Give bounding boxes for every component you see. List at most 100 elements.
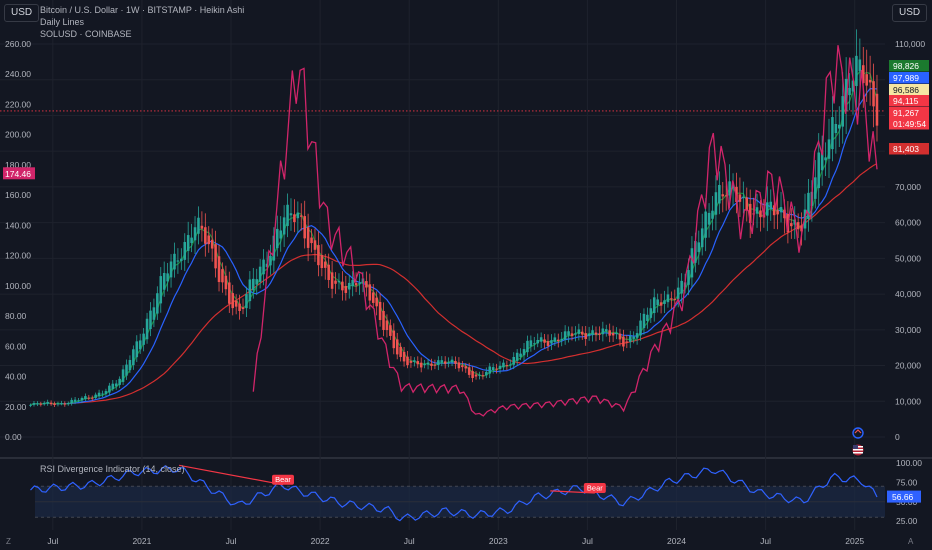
candle-body: [670, 298, 673, 300]
candle-body: [241, 307, 245, 310]
candle-body: [162, 272, 166, 290]
candle: [536, 333, 540, 348]
candle-body: [406, 356, 409, 366]
candle-body: [186, 235, 190, 251]
candle-body: [180, 258, 183, 262]
candle: [539, 332, 543, 349]
sol-value-label: 174.46: [5, 169, 31, 179]
candle-body: [543, 339, 546, 343]
candle-body: [193, 227, 197, 241]
candle-body: [652, 297, 656, 314]
candle-body: [166, 273, 169, 282]
sync-icon[interactable]: [852, 427, 864, 439]
candle: [831, 96, 834, 162]
candle-body: [800, 225, 803, 232]
candle: [214, 230, 217, 278]
candle: [114, 380, 118, 390]
candle-body: [351, 279, 354, 287]
candle: [707, 203, 711, 238]
candle-body: [457, 362, 461, 369]
candle-body: [138, 340, 142, 350]
candle: [87, 394, 91, 401]
candle: [776, 194, 779, 230]
candle-body: [402, 351, 406, 362]
candle-body: [413, 360, 416, 362]
candle: [180, 248, 183, 270]
candle: [279, 216, 282, 252]
x-tick-label: 2025: [845, 536, 864, 546]
currency-button-left[interactable]: USD: [4, 4, 40, 22]
candle-body: [392, 330, 396, 349]
candle-body: [831, 117, 834, 150]
chart-icons[interactable]: [852, 427, 864, 456]
rsi-pane: Bear Bear: [30, 464, 885, 522]
candle-body: [464, 366, 468, 369]
candle: [639, 312, 642, 341]
left-y-tick-label: 80.00: [5, 311, 27, 321]
candle: [587, 326, 591, 341]
candle-body: [646, 314, 649, 321]
candle-body: [382, 311, 385, 330]
candle-body: [252, 278, 255, 291]
candle: [128, 355, 132, 374]
indicator-compare-sol[interactable]: SOLUSD · COINBASE: [40, 29, 132, 39]
candle: [145, 312, 149, 344]
left-y-tick-label: 40.00: [5, 372, 27, 382]
indicator-daily-lines[interactable]: Daily Lines: [40, 17, 85, 27]
candle: [334, 272, 337, 294]
candle: [252, 267, 255, 299]
candle: [443, 356, 447, 369]
price-tag-label: 01:49:54: [893, 119, 926, 129]
candle: [269, 244, 272, 275]
candle: [519, 348, 522, 361]
candle-body: [149, 310, 152, 329]
chart-legend-title[interactable]: Bitcoin / U.S. Dollar · 1W · BITSTAMP · …: [40, 5, 245, 15]
candle: [676, 277, 680, 308]
candle-body: [474, 374, 478, 377]
corner-label-a[interactable]: A: [908, 537, 914, 546]
candle: [296, 201, 300, 233]
candle-body: [738, 194, 742, 202]
rsi-line: [30, 465, 878, 522]
x-tick-label: Jul: [582, 536, 593, 546]
candle: [193, 216, 197, 255]
candle: [509, 359, 512, 370]
candle: [303, 200, 306, 249]
candle-body: [306, 227, 310, 248]
candle-body: [156, 293, 159, 314]
candle: [574, 326, 577, 342]
candle: [807, 178, 810, 232]
right-y-tick-label: 110,000: [895, 39, 925, 49]
rsi-indicator-title[interactable]: RSI Divergence Indicator (14, close): [40, 464, 185, 474]
us-flag-icon[interactable]: [852, 444, 864, 456]
candle-body: [104, 391, 108, 395]
candle: [337, 273, 341, 290]
candle: [800, 212, 803, 246]
candle-body: [841, 96, 844, 127]
currency-button-right[interactable]: USD: [892, 4, 928, 22]
candle-body: [433, 364, 437, 366]
candle-body: [574, 333, 577, 335]
candle-body: [827, 139, 831, 159]
candle-body: [861, 65, 865, 84]
right-y-tick-label: 40,000: [895, 289, 921, 299]
candle: [848, 73, 851, 111]
candle: [330, 260, 334, 299]
candle-body: [419, 362, 423, 368]
candle: [80, 396, 84, 404]
candle: [721, 181, 725, 213]
heikin-ashi-candles: [29, 29, 879, 408]
candle: [646, 307, 649, 329]
candle: [354, 272, 358, 293]
candle: [604, 324, 608, 337]
candle: [173, 242, 176, 278]
candle-body: [341, 281, 344, 291]
moving-average-line: [30, 87, 878, 406]
candle: [56, 401, 60, 407]
candle-body: [594, 332, 598, 335]
candle-body: [467, 367, 471, 375]
candle: [32, 400, 36, 407]
left-y-tick-label: 60.00: [5, 341, 27, 351]
candle-body: [498, 365, 502, 369]
